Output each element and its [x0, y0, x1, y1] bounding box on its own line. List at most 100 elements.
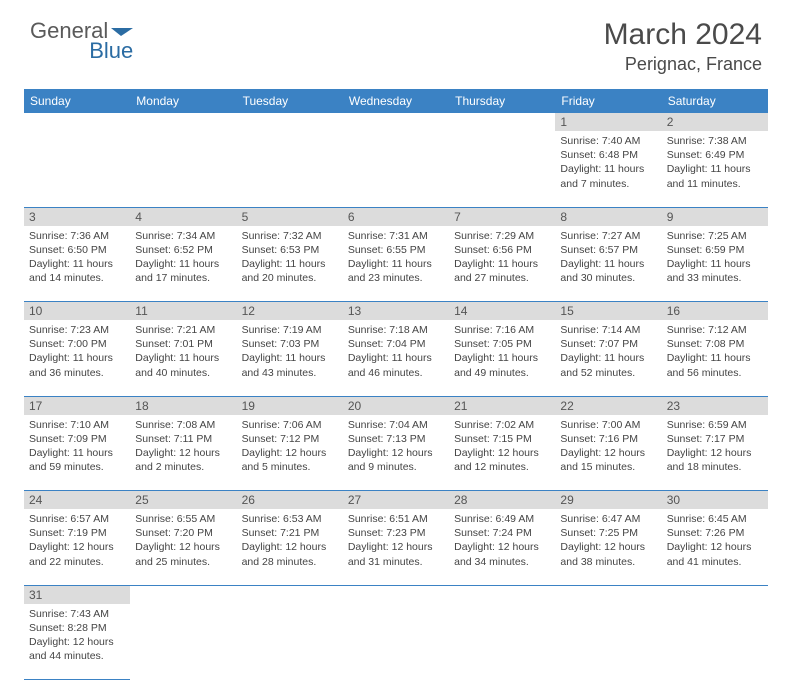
daylight-label-1: Daylight: 12 hours: [242, 446, 338, 460]
sunset-label: Sunset: 7:04 PM: [348, 337, 444, 351]
calendar-cell: Sunrise: 7:27 AMSunset: 6:57 PMDaylight:…: [555, 226, 661, 302]
day-info: Sunrise: 7:43 AMSunset: 8:28 PMDaylight:…: [29, 607, 125, 664]
calendar-cell: Sunrise: 7:12 AMSunset: 7:08 PMDaylight:…: [662, 320, 768, 396]
sunset-label: Sunset: 6:52 PM: [135, 243, 231, 257]
sunrise-label: Sunrise: 7:14 AM: [560, 323, 656, 337]
daylight-label-2: and 44 minutes.: [29, 649, 125, 663]
daylight-label-1: Daylight: 12 hours: [454, 540, 550, 554]
sunrise-label: Sunrise: 7:29 AM: [454, 229, 550, 243]
daylight-label-2: and 38 minutes.: [560, 555, 656, 569]
daylight-label-1: Daylight: 12 hours: [560, 540, 656, 554]
day-number: 16: [662, 302, 768, 321]
day-number: 14: [449, 302, 555, 321]
daylight-label-2: and 56 minutes.: [667, 366, 763, 380]
daynum-row: 10111213141516: [24, 302, 768, 321]
sunrise-label: Sunrise: 6:55 AM: [135, 512, 231, 526]
daylight-label-1: Daylight: 12 hours: [135, 446, 231, 460]
daylight-label-1: Daylight: 11 hours: [667, 257, 763, 271]
daylight-label-2: and 40 minutes.: [135, 366, 231, 380]
sunrise-label: Sunrise: 7:38 AM: [667, 134, 763, 148]
day-header: Monday: [130, 89, 236, 113]
day-number: 11: [130, 302, 236, 321]
week-row: Sunrise: 7:40 AMSunset: 6:48 PMDaylight:…: [24, 131, 768, 207]
day-number: 3: [24, 207, 130, 226]
day-info: Sunrise: 7:36 AMSunset: 6:50 PMDaylight:…: [29, 229, 125, 286]
sunrise-label: Sunrise: 7:02 AM: [454, 418, 550, 432]
day-info: Sunrise: 7:32 AMSunset: 6:53 PMDaylight:…: [242, 229, 338, 286]
daylight-label-1: Daylight: 11 hours: [454, 351, 550, 365]
day-info: Sunrise: 7:38 AMSunset: 6:49 PMDaylight:…: [667, 134, 763, 191]
sunrise-label: Sunrise: 7:12 AM: [667, 323, 763, 337]
calendar-cell: Sunrise: 7:23 AMSunset: 7:00 PMDaylight:…: [24, 320, 130, 396]
daynum-row: 17181920212223: [24, 396, 768, 415]
day-number: 5: [237, 207, 343, 226]
daylight-label-1: Daylight: 12 hours: [667, 446, 763, 460]
daylight-label-2: and 14 minutes.: [29, 271, 125, 285]
sunrise-label: Sunrise: 7:34 AM: [135, 229, 231, 243]
daylight-label-2: and 9 minutes.: [348, 460, 444, 474]
sunset-label: Sunset: 6:56 PM: [454, 243, 550, 257]
daylight-label-1: Daylight: 12 hours: [135, 540, 231, 554]
day-number: 22: [555, 396, 661, 415]
calendar-cell: Sunrise: 6:47 AMSunset: 7:25 PMDaylight:…: [555, 509, 661, 585]
sunset-label: Sunset: 7:03 PM: [242, 337, 338, 351]
day-number: 9: [662, 207, 768, 226]
daylight-label-2: and 31 minutes.: [348, 555, 444, 569]
daylight-label-1: Daylight: 11 hours: [348, 257, 444, 271]
sunrise-label: Sunrise: 7:16 AM: [454, 323, 550, 337]
calendar-cell: [130, 131, 236, 207]
daylight-label-2: and 20 minutes.: [242, 271, 338, 285]
daylight-label-1: Daylight: 11 hours: [560, 257, 656, 271]
day-info: Sunrise: 7:31 AMSunset: 6:55 PMDaylight:…: [348, 229, 444, 286]
day-number: 6: [343, 207, 449, 226]
calendar-cell: [343, 131, 449, 207]
sunrise-label: Sunrise: 7:04 AM: [348, 418, 444, 432]
day-info: Sunrise: 7:21 AMSunset: 7:01 PMDaylight:…: [135, 323, 231, 380]
calendar-table: SundayMondayTuesdayWednesdayThursdayFrid…: [24, 89, 768, 680]
day-number: [343, 585, 449, 604]
sunset-label: Sunset: 6:49 PM: [667, 148, 763, 162]
daylight-label-2: and 49 minutes.: [454, 366, 550, 380]
calendar-cell: Sunrise: 7:40 AMSunset: 6:48 PMDaylight:…: [555, 131, 661, 207]
sunrise-label: Sunrise: 7:32 AM: [242, 229, 338, 243]
daylight-label-2: and 25 minutes.: [135, 555, 231, 569]
day-info: Sunrise: 7:06 AMSunset: 7:12 PMDaylight:…: [242, 418, 338, 475]
calendar-cell: [449, 604, 555, 680]
calendar-cell: [24, 131, 130, 207]
calendar-cell: Sunrise: 7:00 AMSunset: 7:16 PMDaylight:…: [555, 415, 661, 491]
daylight-label-1: Daylight: 11 hours: [135, 257, 231, 271]
sunset-label: Sunset: 6:48 PM: [560, 148, 656, 162]
daylight-label-1: Daylight: 11 hours: [667, 351, 763, 365]
calendar-cell: [449, 131, 555, 207]
calendar-cell: Sunrise: 7:14 AMSunset: 7:07 PMDaylight:…: [555, 320, 661, 396]
sunset-label: Sunset: 7:23 PM: [348, 526, 444, 540]
daylight-label-2: and 2 minutes.: [135, 460, 231, 474]
sunset-label: Sunset: 7:17 PM: [667, 432, 763, 446]
sunset-label: Sunset: 7:11 PM: [135, 432, 231, 446]
daylight-label-2: and 12 minutes.: [454, 460, 550, 474]
daylight-label-1: Daylight: 11 hours: [242, 351, 338, 365]
calendar-cell: Sunrise: 7:29 AMSunset: 6:56 PMDaylight:…: [449, 226, 555, 302]
day-number: [662, 585, 768, 604]
daylight-label-2: and 27 minutes.: [454, 271, 550, 285]
sunrise-label: Sunrise: 7:06 AM: [242, 418, 338, 432]
day-info: Sunrise: 7:34 AMSunset: 6:52 PMDaylight:…: [135, 229, 231, 286]
day-info: Sunrise: 6:55 AMSunset: 7:20 PMDaylight:…: [135, 512, 231, 569]
sunset-label: Sunset: 7:05 PM: [454, 337, 550, 351]
daylight-label-2: and 59 minutes.: [29, 460, 125, 474]
week-row: Sunrise: 7:10 AMSunset: 7:09 PMDaylight:…: [24, 415, 768, 491]
daylight-label-2: and 11 minutes.: [667, 177, 763, 191]
daylight-label-1: Daylight: 11 hours: [560, 162, 656, 176]
day-info: Sunrise: 7:02 AMSunset: 7:15 PMDaylight:…: [454, 418, 550, 475]
month-title: March 2024: [604, 18, 762, 52]
day-number: 30: [662, 491, 768, 510]
sunset-label: Sunset: 7:21 PM: [242, 526, 338, 540]
sunset-label: Sunset: 6:50 PM: [29, 243, 125, 257]
sunset-label: Sunset: 7:07 PM: [560, 337, 656, 351]
day-header: Wednesday: [343, 89, 449, 113]
sunset-label: Sunset: 6:57 PM: [560, 243, 656, 257]
sunset-label: Sunset: 7:13 PM: [348, 432, 444, 446]
daynum-row: 12: [24, 113, 768, 131]
daylight-label-2: and 15 minutes.: [560, 460, 656, 474]
sunrise-label: Sunrise: 6:53 AM: [242, 512, 338, 526]
